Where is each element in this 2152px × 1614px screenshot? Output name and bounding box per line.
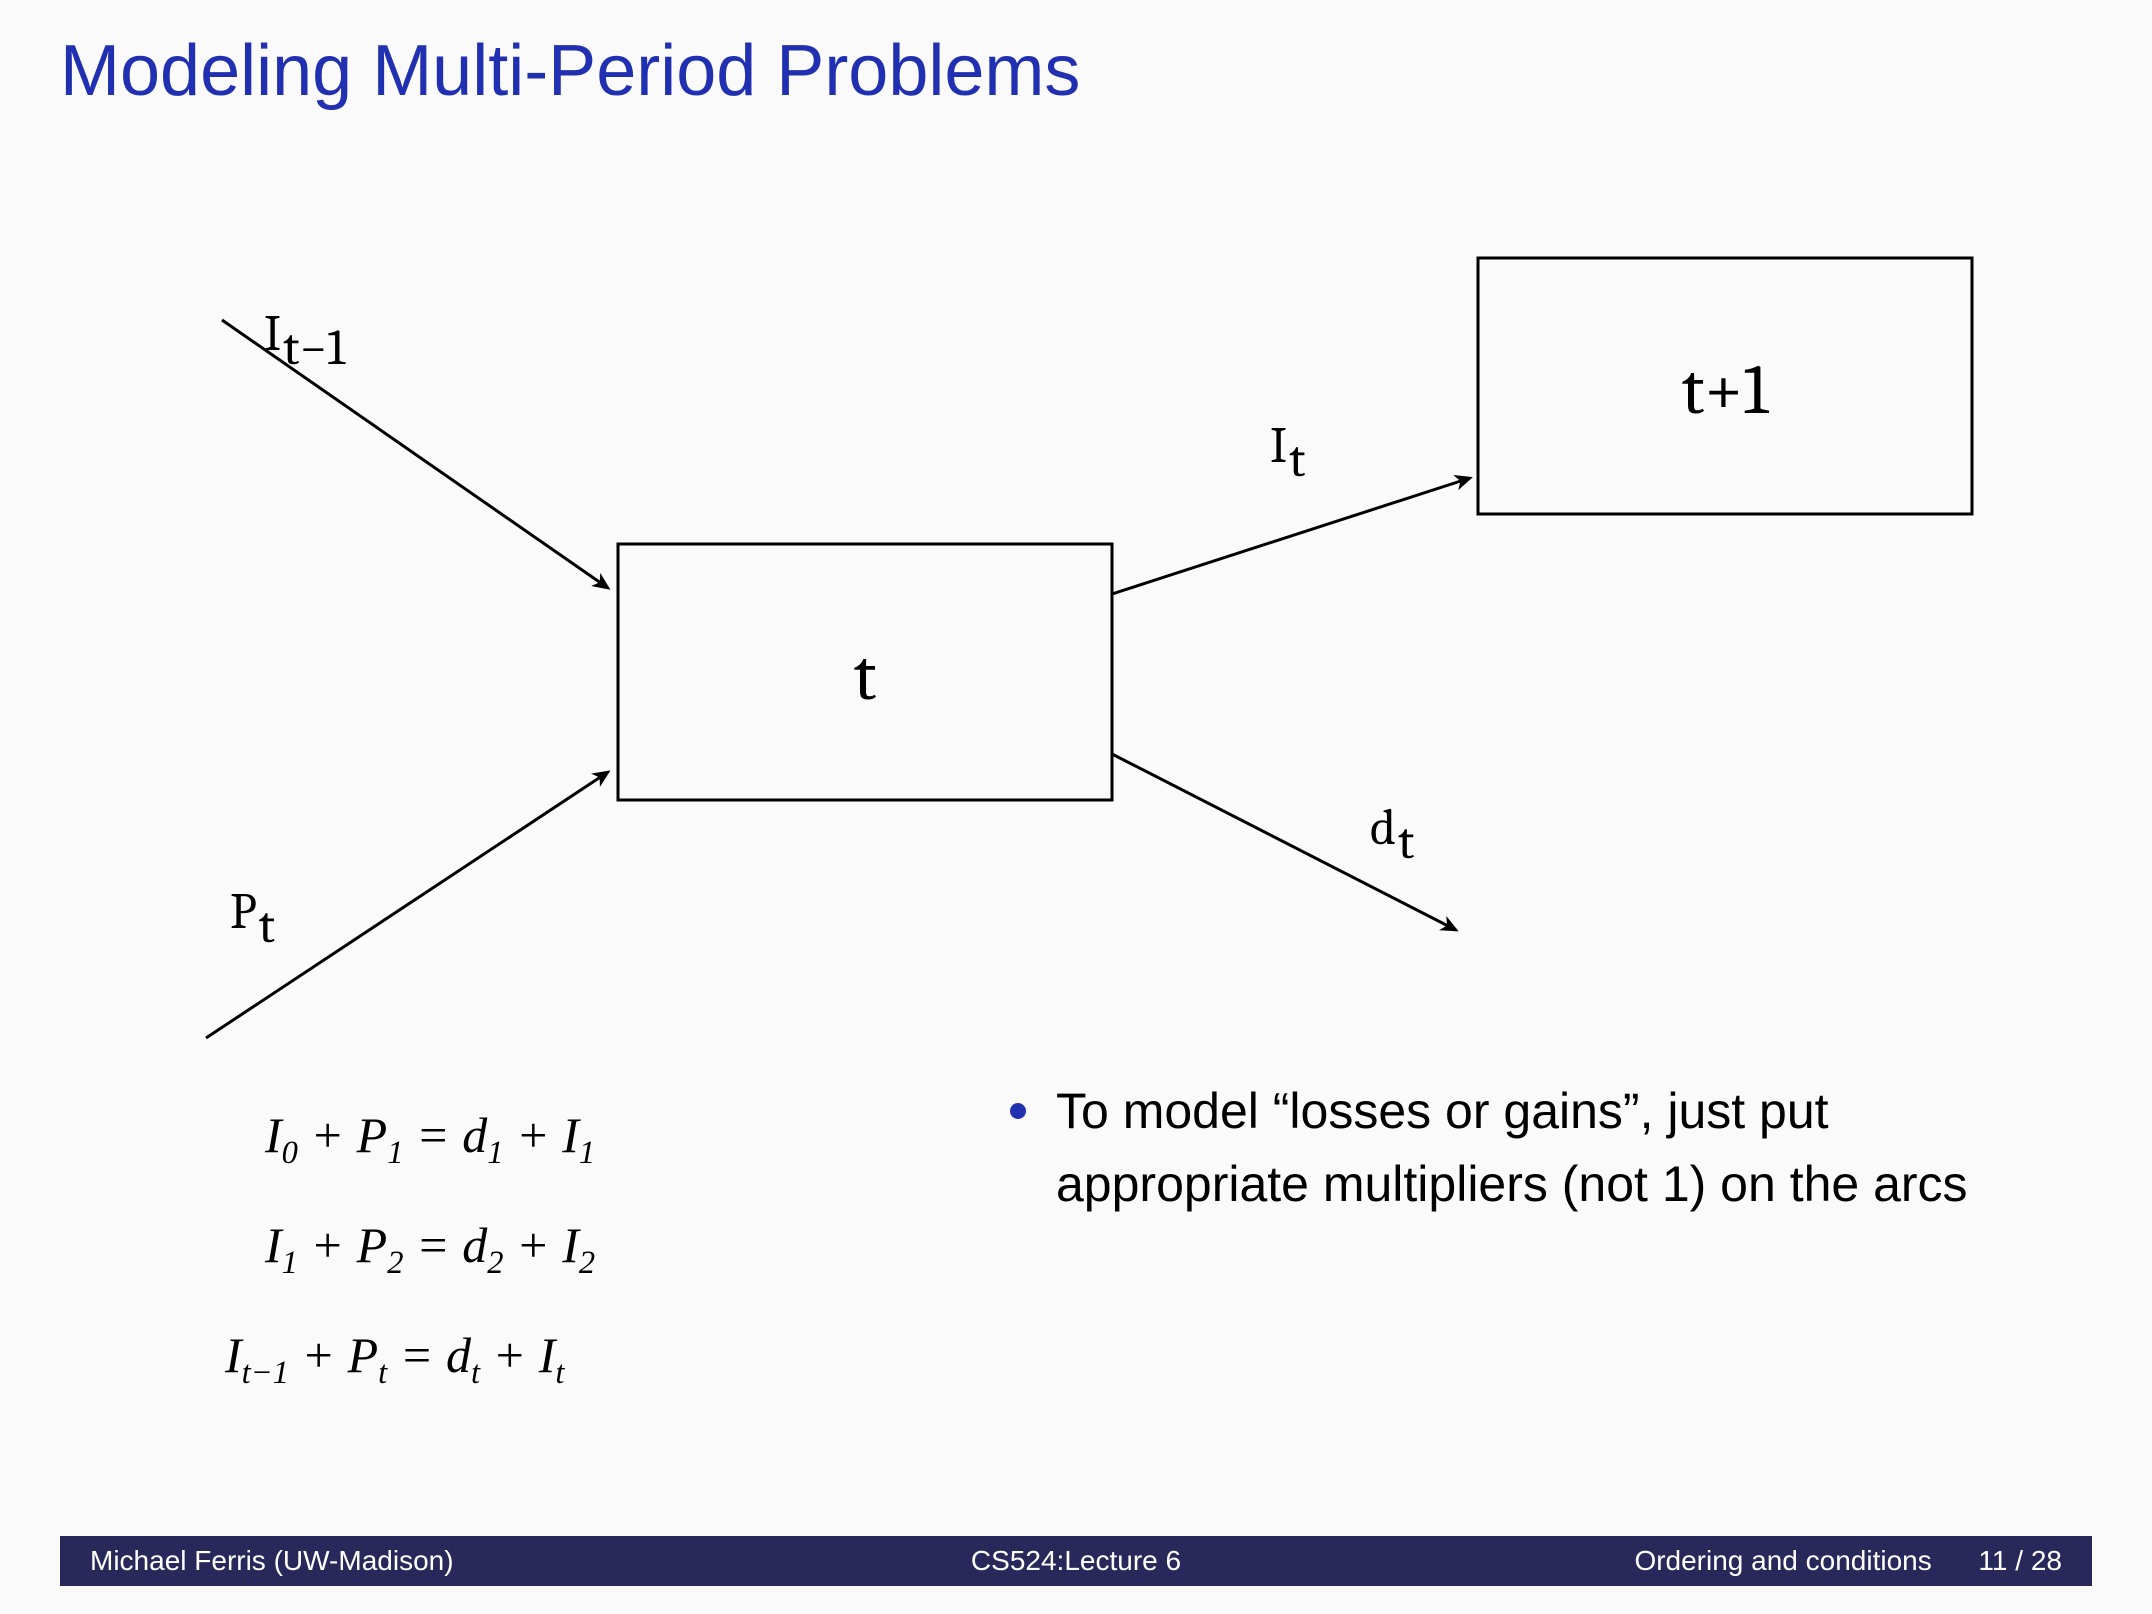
arrow-label-I_t: It	[1270, 417, 1305, 489]
node-label-tp1: t+1	[1682, 350, 1771, 431]
footer-bar: Michael Ferris (UW-Madison) CS524:Lectur…	[60, 1536, 2092, 1586]
bullet-dot-icon	[1010, 1103, 1026, 1119]
footer-page-current: 11	[1978, 1545, 2007, 1576]
equation-row: I0 + P1 = d1 + I1	[265, 1080, 595, 1190]
bullet-text: To model “losses or gains”, just put app…	[1056, 1075, 2060, 1220]
footer-page-total: 28	[2031, 1545, 2062, 1576]
equation-block: I0 + P1 = d1 + I1I1 + P2 = d2 + I2It−1 +…	[225, 1080, 595, 1410]
arrow-I_t	[1112, 478, 1470, 594]
footer-left: Michael Ferris (UW-Madison)	[90, 1536, 454, 1586]
footer-right: Ordering and conditions 11 / 28	[1634, 1536, 2062, 1586]
bullet-block: To model “losses or gains”, just put app…	[1010, 1075, 2060, 1220]
arrow-label-d_t: dt	[1370, 799, 1414, 871]
flow-diagram: t t+1 It−1 Pt It dt	[0, 0, 2152, 1100]
footer-right-label: Ordering and conditions	[1634, 1545, 1931, 1576]
node-label-t: t	[854, 636, 877, 717]
arrow-label-P_t: Pt	[230, 883, 275, 955]
equation-row: It−1 + Pt = dt + It	[225, 1300, 595, 1410]
footer-mid: CS524:Lecture 6	[971, 1536, 1181, 1586]
equation-row: I1 + P2 = d2 + I2	[265, 1190, 595, 1300]
arrow-label-I_tm1: It−1	[264, 305, 346, 377]
